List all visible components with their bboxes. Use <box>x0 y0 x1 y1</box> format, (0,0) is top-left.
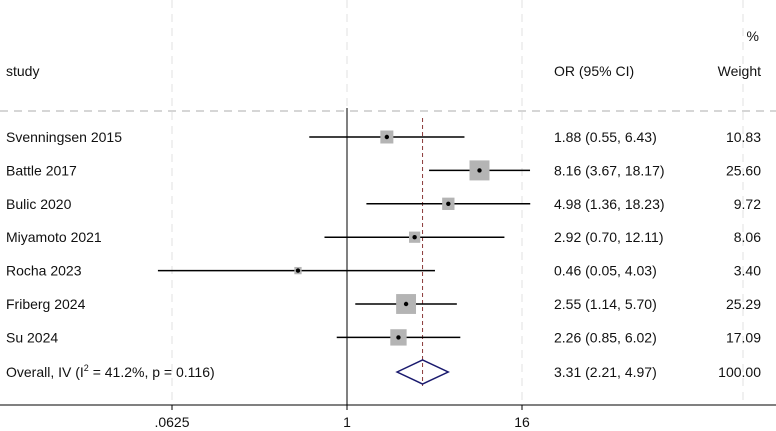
study-row: Friberg 2024 2.55 (1.14, 5.70) 25.29 <box>6 294 761 314</box>
study-row: Battle 2017 8.16 (3.67, 18.17) 25.60 <box>6 160 761 181</box>
x-tick-label: .0625 <box>154 414 189 430</box>
study-name: Rocha 2023 <box>6 263 82 279</box>
study-or-ci: 2.26 (0.85, 6.02) <box>554 329 657 345</box>
x-tick-label: 1 <box>343 414 351 430</box>
study-name: Svenningsen 2015 <box>6 129 122 145</box>
study-row: Rocha 2023 0.46 (0.05, 4.03) 3.40 <box>6 263 761 279</box>
study-weight: 17.09 <box>726 329 761 345</box>
study-rows: Svenningsen 2015 1.88 (0.55, 6.43) 10.83 Ba… <box>6 129 761 346</box>
header-percent: % <box>747 28 759 44</box>
overall-weight: 100.00 <box>718 364 761 380</box>
study-or-ci: 2.55 (1.14, 5.70) <box>554 296 657 312</box>
x-tick-label: 16 <box>514 414 530 430</box>
overall-or-ci: 3.31 (2.21, 4.97) <box>554 364 657 380</box>
study-or-ci: 1.88 (0.55, 6.43) <box>554 129 657 145</box>
study-or-ci: 0.46 (0.05, 4.03) <box>554 263 657 279</box>
overall-diamond <box>395 359 450 385</box>
study-row: Bulic 2020 4.98 (1.36, 18.23) 9.72 <box>6 196 761 212</box>
header-weight: Weight <box>718 63 761 79</box>
study-row: Su 2024 2.26 (0.85, 6.02) 17.09 <box>6 329 761 346</box>
overall-label: Overall, IV (I2 = 41.2%, p = 0.116) <box>6 363 215 380</box>
header-study: study <box>6 63 39 79</box>
study-row: Miyamoto 2021 2.92 (0.70, 12.11) 8.06 <box>6 229 761 245</box>
study-weight: 9.72 <box>734 196 761 212</box>
study-or-ci: 4.98 (1.36, 18.23) <box>554 196 665 212</box>
study-weight: 25.60 <box>726 162 761 178</box>
point-estimate <box>396 335 401 340</box>
study-name: Friberg 2024 <box>6 296 86 312</box>
point-estimate <box>295 268 301 273</box>
study-weight: 3.40 <box>734 263 761 279</box>
study-name: Battle 2017 <box>6 162 77 178</box>
point-estimate <box>412 235 417 240</box>
study-weight: 25.29 <box>726 296 761 312</box>
point-estimate <box>446 201 451 206</box>
header-or-ci: OR (95% CI) <box>554 63 634 79</box>
point-estimate <box>403 301 409 307</box>
study-row: Svenningsen 2015 1.88 (0.55, 6.43) 10.83 <box>6 129 761 145</box>
study-name: Su 2024 <box>6 329 58 345</box>
point-estimate <box>384 134 390 140</box>
study-weight: 8.06 <box>734 229 761 245</box>
overall-row: Overall, IV (I2 = 41.2%, p = 0.116) 3.31… <box>6 359 761 385</box>
study-name: Bulic 2020 <box>6 196 72 212</box>
x-axis-ticks: .0625 1 16 <box>154 405 530 430</box>
study-name: Miyamoto 2021 <box>6 229 102 245</box>
study-weight: 10.83 <box>726 129 761 145</box>
study-or-ci: 2.92 (0.70, 12.11) <box>554 229 663 245</box>
point-estimate <box>477 168 482 173</box>
study-or-ci: 8.16 (3.67, 18.17) <box>554 162 665 178</box>
